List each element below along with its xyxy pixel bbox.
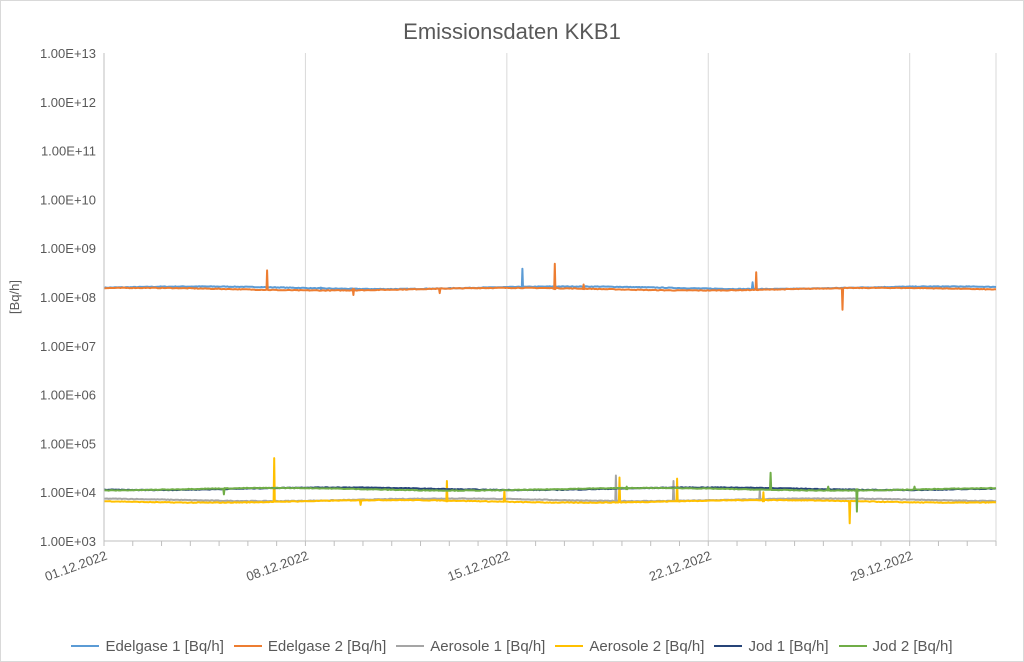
legend-swatch [555, 645, 584, 647]
x-tick-label: 15.12.2022 [446, 548, 512, 584]
y-tick-label: 1.00E+11 [41, 144, 96, 159]
x-tick-label: 22.12.2022 [647, 548, 713, 584]
legend-swatch [714, 645, 743, 647]
y-tick-label: 1.00E+03 [40, 534, 96, 549]
y-axis-label: [Bq/h] [7, 280, 22, 314]
legend-label: Edelgase 1 [Bq/h] [105, 637, 224, 655]
chart-svg: Emissionsdaten KKB1 [Bq/h] 1.00E+031.00E… [7, 19, 997, 584]
series-line-1 [103, 267, 997, 291]
legend-label: Aerosole 1 [Bq/h] [430, 637, 546, 655]
chart-title: Emissionsdaten KKB1 [403, 19, 621, 44]
legend-item-6: Jod 2 [Bq/h] [838, 635, 953, 657]
legend-item-4: Aerosole 2 [Bq/h] [555, 635, 704, 657]
legend-item-5: Jod 1 [Bq/h] [714, 635, 829, 657]
x-tick-label: 01.12.2022 [43, 548, 109, 584]
legend-item-2: Edelgase 2 [Bq/h] [233, 635, 387, 657]
y-tick-label: 1.00E+09 [40, 241, 96, 256]
series-line-2 [103, 262, 997, 311]
series-line-4 [104, 457, 997, 525]
series-line-3 [104, 474, 997, 503]
legend: Edelgase 1 [Bq/h] Edelgase 2 [Bq/h] Aeroso… [1, 635, 1023, 657]
legend-swatch [838, 645, 867, 647]
x-tick-label: 29.12.2022 [848, 548, 914, 584]
y-tick-label: 1.00E+07 [40, 339, 96, 354]
legend-label: Jod 2 [Bq/h] [872, 637, 953, 655]
legend-swatch [396, 645, 425, 647]
axis-layer [103, 53, 997, 546]
y-tick-label: 1.00E+13 [40, 46, 96, 61]
legend-label: Aerosole 2 [Bq/h] [589, 637, 705, 655]
x-tick-labels: 01.12.2022 08.12.2022 15.12.2022 22.12.2022… [43, 548, 915, 584]
y-tick-label: 1.00E+04 [40, 485, 96, 500]
y-tick-label: 1.00E+12 [40, 95, 96, 110]
series-line-6 [103, 471, 996, 513]
legend-item-1: Edelgase 1 [Bq/h] [71, 635, 224, 657]
y-tick-labels: 1.00E+03 1.00E+04 1.00E+05 1.00E+06 1.00E+07… [40, 46, 96, 549]
grid-layer [103, 53, 997, 541]
legend-item-3: Aerosole 1 [Bq/h] [396, 635, 545, 657]
series-layer [103, 262, 997, 525]
legend-label: Edelgase 2 [Bq/h] [267, 637, 387, 655]
legend-label: Jod 1 [Bq/h] [748, 637, 829, 655]
legend-swatch [71, 645, 100, 647]
legend-swatch [233, 645, 262, 647]
y-tick-label: 1.00E+06 [40, 388, 96, 403]
y-tick-label: 1.00E+05 [40, 436, 96, 451]
x-tick-label: 08.12.2022 [244, 548, 310, 584]
y-tick-label: 1.00E+08 [40, 290, 96, 305]
y-tick-label: 1.00E+10 [40, 192, 96, 207]
